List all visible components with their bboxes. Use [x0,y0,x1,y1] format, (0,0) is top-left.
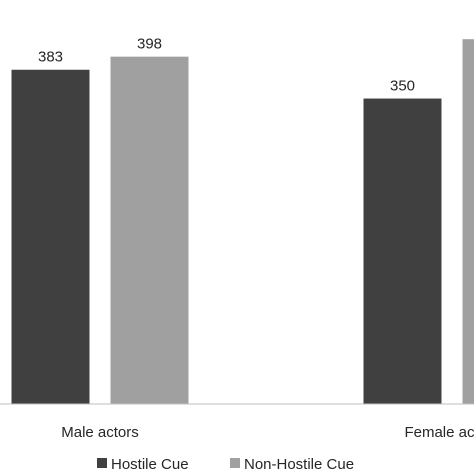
category-label-male-actors: Male actors [61,424,139,441]
bars-layer [11,39,474,405]
legend-label-hostile-cue: Hostile Cue [111,456,189,473]
legend: Hostile Cue Non-Hostile Cue [97,456,354,473]
bar-female-actors-hostile-cue [363,98,442,404]
legend-swatch-non-hostile-cue [230,458,240,468]
category-labels-layer: Male actors Female actors [61,424,474,441]
category-label-female-actors: Female actors [404,424,474,441]
data-labels-layer: 383398350418 [38,36,415,95]
bar-female-actors-non-hostile-cue [462,39,474,404]
legend-swatch-hostile-cue [97,458,107,468]
bar-male-actors-non-hostile-cue [110,56,189,405]
data-label-male-actors-hostile-cue: 383 [38,49,63,66]
data-label-male-actors-non-hostile-cue: 398 [137,36,162,53]
bar-male-actors-hostile-cue [11,69,90,404]
data-label-female-actors-hostile-cue: 350 [390,78,415,95]
legend-label-non-hostile-cue: Non-Hostile Cue [244,456,354,473]
